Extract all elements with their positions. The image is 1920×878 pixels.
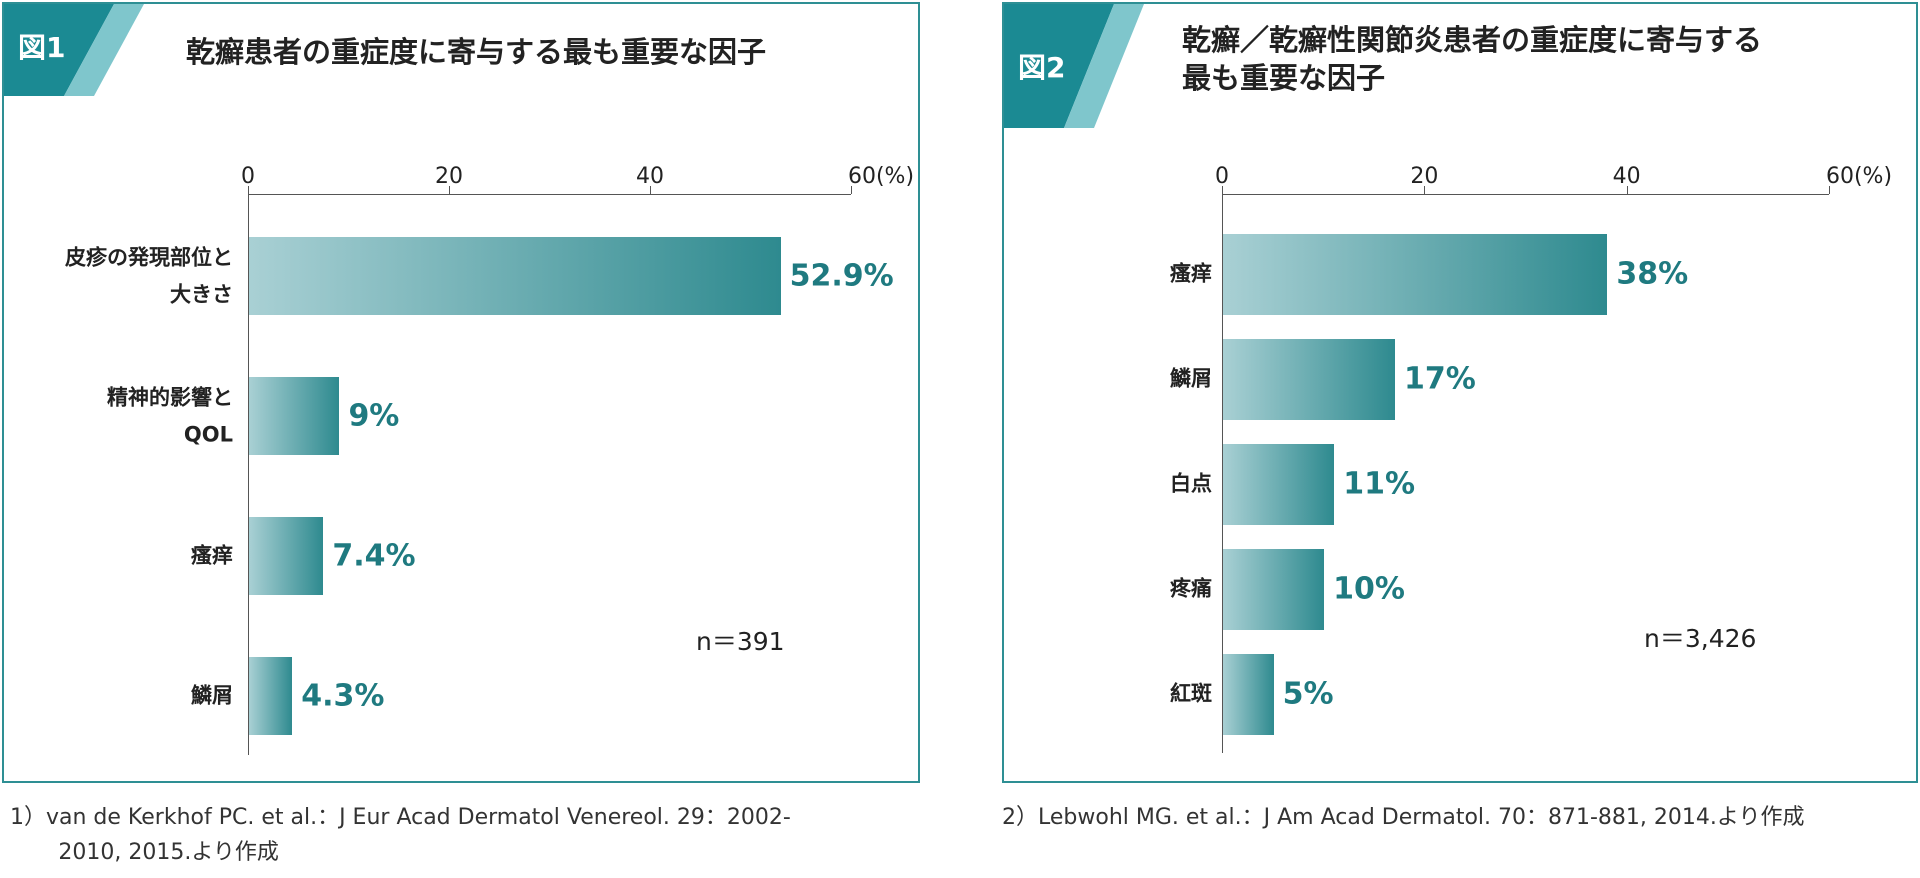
value-label: 5% (1282, 676, 1334, 712)
bar (1223, 443, 1335, 525)
tick-mark (650, 186, 651, 194)
category-label: 紅斑 (1170, 681, 1212, 706)
tick-mark (1424, 186, 1426, 194)
value-label: 17% (1403, 361, 1476, 397)
x-axis (1222, 194, 1829, 195)
bar (249, 237, 781, 315)
category-label: 瘙痒 (1170, 261, 1212, 286)
bar (249, 657, 293, 735)
figure-tag (4, 4, 144, 96)
category-label: 疼痛 (1170, 576, 1212, 601)
category-label: 鱗屑 (191, 683, 233, 708)
figure-tag (1004, 4, 1144, 128)
category-label: 白点 (1170, 471, 1212, 496)
y-axis (248, 194, 249, 755)
chart-panel: 図1 乾癬患者の重症度に寄与する最も重要な因子 0 20 40 60(%) 皮疹の発現部… (2, 2, 920, 783)
bar (1223, 653, 1274, 735)
value-label: 7.4% (332, 538, 416, 574)
bar (1223, 233, 1608, 315)
x-tick-label: 60(%) (847, 164, 915, 189)
value-label: 4.3% (301, 678, 385, 714)
value-label: 10% (1333, 571, 1405, 607)
tick-mark (449, 186, 450, 194)
source-note: 2）Lebwohl MG. et al.：J Am Acad Dermatol.… (1002, 805, 1805, 830)
value-label: 11% (1343, 466, 1416, 502)
chart-panel: 図2 乾癬／乾癬性関節炎患者の重症度に寄与する 最も重要な因子 0 20 40 60(… (1002, 2, 1918, 783)
x-tick-label: 0 (241, 164, 255, 189)
x-tick-label: 20 (1410, 164, 1439, 189)
bar (249, 517, 324, 595)
category-label: 鱗屑 (1170, 366, 1212, 391)
sample-size: n＝3,426 (1644, 624, 1757, 653)
x-tick-label: 20 (435, 164, 463, 189)
x-axis (248, 194, 851, 195)
x-tick-label: 40 (1612, 164, 1641, 189)
tick-mark (248, 186, 249, 194)
category-label: 皮疹の発現部位と 大きさ (65, 245, 233, 306)
source-note: 1）van de Kerkhof PC. et al.：J Eur Acad D… (10, 805, 791, 866)
tick-mark (851, 186, 852, 194)
category-label: 精神的影響と QOL (107, 385, 233, 446)
tick-mark (1222, 186, 1223, 194)
tick-mark (1626, 186, 1628, 194)
sample-size: n＝391 (696, 627, 785, 656)
figure-label: 図1 (18, 31, 66, 64)
figure-label: 図2 (1018, 51, 1066, 84)
x-tick-label: 40 (636, 164, 664, 189)
bar (1223, 548, 1325, 630)
bar (1223, 338, 1395, 420)
value-label: 52.9% (789, 258, 894, 294)
category-label: 瘙痒 (191, 543, 233, 568)
chart-title: 乾癬／乾癬性関節炎患者の重症度に寄与する 最も重要な因子 (1182, 23, 1763, 95)
tick-mark (1829, 186, 1830, 194)
x-tick-label: 60(%) (1825, 164, 1893, 189)
value-label: 9% (348, 398, 400, 434)
x-tick-label: 0 (1215, 164, 1229, 189)
y-axis (1222, 194, 1223, 753)
chart-title: 乾癬患者の重症度に寄与する最も重要な因子 (186, 35, 767, 69)
bar (249, 377, 340, 455)
value-label: 38% (1616, 256, 1689, 292)
